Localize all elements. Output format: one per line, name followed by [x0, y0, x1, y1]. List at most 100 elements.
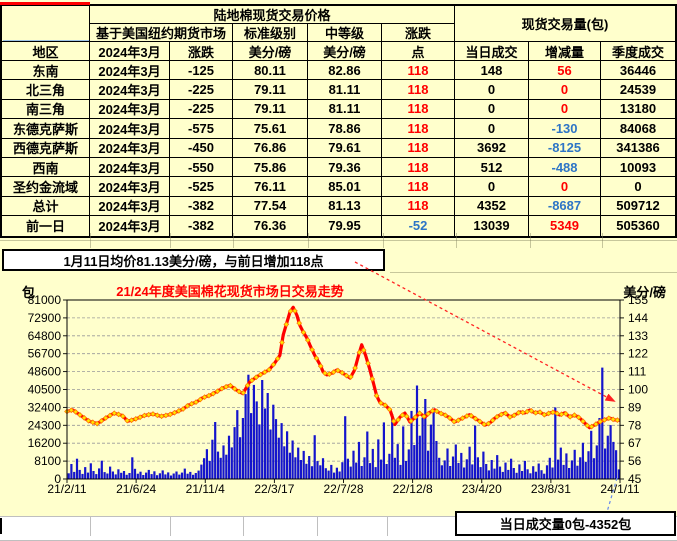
- cell-quarter[interactable]: 0: [601, 177, 675, 197]
- cell-points[interactable]: 118: [382, 177, 455, 197]
- cell-delta[interactable]: -130: [529, 119, 601, 139]
- cell-std[interactable]: 75.86: [233, 157, 308, 178]
- cell-daily[interactable]: 0: [455, 119, 529, 139]
- cell-mid[interactable]: 81.13: [308, 196, 382, 217]
- cell-change[interactable]: -382: [170, 196, 233, 217]
- column-header-daily[interactable]: 当日成交: [455, 42, 529, 61]
- cell-std[interactable]: 79.11: [233, 99, 308, 120]
- cell-region[interactable]: 北三角: [2, 80, 90, 100]
- cell-points[interactable]: 118: [382, 80, 455, 100]
- std-grade-header[interactable]: 标准级别: [233, 24, 308, 42]
- cell-month[interactable]: 2024年3月: [90, 138, 170, 158]
- cell-region[interactable]: 前一日: [2, 216, 90, 236]
- cell-delta[interactable]: 5349: [529, 216, 601, 236]
- cell-points[interactable]: 118: [382, 99, 455, 120]
- cell-region[interactable]: 东南: [2, 61, 90, 81]
- column-header-month[interactable]: 2024年3月: [90, 42, 170, 61]
- cell-std[interactable]: 76.36: [233, 216, 308, 236]
- cell-change[interactable]: -575: [170, 119, 233, 139]
- cell-delta[interactable]: -488: [529, 157, 601, 178]
- cell-daily[interactable]: 13039: [455, 216, 529, 236]
- cell-change[interactable]: -550: [170, 157, 233, 178]
- cell-month[interactable]: 2024年3月: [90, 80, 170, 100]
- cell-points[interactable]: 118: [382, 157, 455, 178]
- column-header-points[interactable]: 点: [382, 42, 455, 61]
- cell-points[interactable]: 118: [382, 196, 455, 217]
- cell-mid[interactable]: 79.36: [308, 157, 382, 178]
- cell-daily[interactable]: 0: [455, 99, 529, 120]
- cell-points[interactable]: 118: [382, 138, 455, 158]
- table-title-cell[interactable]: 陆地棉现货交易价格: [90, 6, 455, 24]
- cell-quarter[interactable]: 509712: [601, 197, 675, 217]
- cell-quarter[interactable]: 13180: [601, 100, 675, 120]
- cell-quarter[interactable]: 36446: [601, 61, 675, 81]
- cell-month[interactable]: 2024年3月: [90, 61, 170, 81]
- cell-month[interactable]: 2024年3月: [90, 196, 170, 217]
- futures-group-header[interactable]: 基于美国纽约期货市场: [90, 24, 233, 42]
- cell-delta[interactable]: 56: [529, 61, 601, 81]
- cell-mid[interactable]: 81.11: [308, 80, 382, 100]
- cell-region[interactable]: 圣约金流域: [2, 177, 90, 197]
- cell-std[interactable]: 79.11: [233, 80, 308, 100]
- column-header-mid-unit[interactable]: 美分/磅: [308, 42, 382, 61]
- cell-month[interactable]: 2024年3月: [90, 177, 170, 197]
- cell-delta[interactable]: -8125: [529, 138, 601, 158]
- cell-points[interactable]: -52: [382, 216, 455, 236]
- cell-points[interactable]: 118: [382, 119, 455, 139]
- cell-std[interactable]: 75.61: [233, 119, 308, 139]
- cell-change[interactable]: -225: [170, 80, 233, 100]
- cell-region[interactable]: 总计: [2, 196, 90, 217]
- mid-grade-header[interactable]: 中等级: [308, 24, 382, 42]
- cell-quarter[interactable]: 341386: [601, 139, 675, 158]
- table-corner-cell[interactable]: [2, 6, 90, 42]
- cell-region[interactable]: 西南: [2, 157, 90, 178]
- cell-mid[interactable]: 81.11: [308, 99, 382, 120]
- column-header-region[interactable]: 地区: [2, 42, 90, 61]
- cell-mid[interactable]: 85.01: [308, 177, 382, 197]
- cell-mid[interactable]: 79.61: [308, 138, 382, 158]
- cell-quarter[interactable]: 84068: [601, 119, 675, 139]
- column-header-delta[interactable]: 增减量: [529, 42, 601, 61]
- cell-change[interactable]: -450: [170, 138, 233, 158]
- daily-volume-note[interactable]: 当日成交量0包-4352包: [455, 511, 676, 536]
- cell-daily[interactable]: 0: [455, 80, 529, 100]
- column-header-quarter[interactable]: 季度成交: [601, 42, 675, 61]
- column-header-std-unit[interactable]: 美分/磅: [233, 42, 308, 61]
- cell-daily[interactable]: 4352: [455, 196, 529, 217]
- cell-points[interactable]: 118: [382, 61, 455, 81]
- cell-std[interactable]: 76.86: [233, 138, 308, 158]
- cell-mid[interactable]: 82.86: [308, 61, 382, 81]
- cell-quarter[interactable]: 505360: [616, 218, 660, 234]
- cell-quarter[interactable]: 10093: [601, 158, 675, 178]
- cell-change[interactable]: -125: [170, 61, 233, 81]
- cell-change[interactable]: -382: [170, 216, 233, 236]
- cell-month[interactable]: 2024年3月: [90, 157, 170, 178]
- cotton-price-table[interactable]: 陆地棉现货交易价格 现货交易量(包) 基于美国纽约期货市场 标准级别 中等级 涨…: [0, 4, 677, 238]
- column-header-change[interactable]: 涨跌: [170, 42, 233, 61]
- cell-daily[interactable]: 148: [455, 61, 529, 81]
- cell-daily[interactable]: 512: [455, 157, 529, 178]
- cell-std[interactable]: 77.54: [233, 196, 308, 217]
- cell-std[interactable]: 76.11: [233, 177, 308, 197]
- cell-std[interactable]: 80.11: [233, 61, 308, 81]
- cell-change[interactable]: -225: [170, 99, 233, 120]
- cell-region[interactable]: 西德克萨斯: [2, 138, 90, 158]
- trading-chart[interactable]: 0 8100 16200 24300 32400 40500 48600 56700 64800…: [0, 276, 677, 521]
- cell-region[interactable]: 东德克萨斯: [2, 119, 90, 139]
- volume-group-header[interactable]: 现货交易量(包): [455, 6, 675, 42]
- cell-quarter[interactable]: 24539: [601, 80, 675, 100]
- cell-change[interactable]: -525: [170, 177, 233, 197]
- cell-region[interactable]: 南三角: [2, 99, 90, 120]
- cell-delta[interactable]: 0: [529, 177, 601, 197]
- cell-mid[interactable]: 79.95: [308, 216, 382, 236]
- cell-delta[interactable]: 0: [529, 99, 601, 120]
- cell-daily[interactable]: 0: [455, 177, 529, 197]
- cell-month[interactable]: 2024年3月: [90, 216, 170, 236]
- change-group-header[interactable]: 涨跌: [382, 24, 455, 42]
- cell-mid[interactable]: 78.86: [308, 119, 382, 139]
- cell-delta[interactable]: -8687: [529, 196, 601, 217]
- cell-month[interactable]: 2024年3月: [90, 119, 170, 139]
- cell-month[interactable]: 2024年3月: [90, 99, 170, 120]
- cell-delta[interactable]: 0: [529, 80, 601, 100]
- cell-daily[interactable]: 3692: [455, 138, 529, 158]
